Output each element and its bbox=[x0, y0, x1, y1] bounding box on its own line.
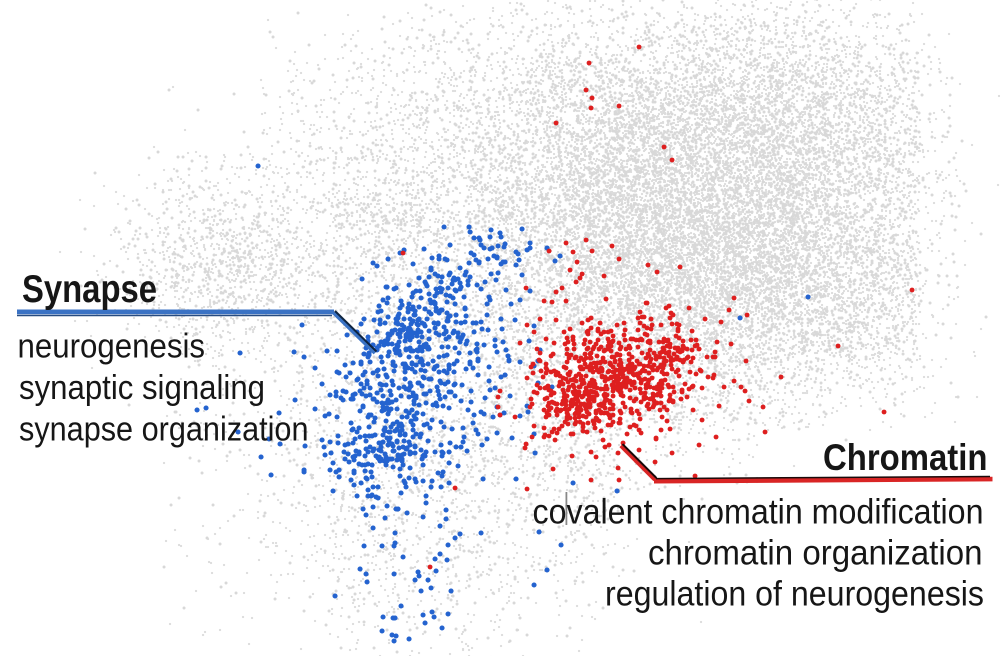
svg-text:Chromatin: Chromatin bbox=[823, 437, 988, 478]
svg-text:synaptic signaling: synaptic signaling bbox=[19, 369, 265, 407]
svg-text:chromatin organization: chromatin organization bbox=[648, 534, 983, 573]
svg-text:Synapse: Synapse bbox=[22, 268, 157, 311]
svg-text:synapse organization: synapse organization bbox=[19, 411, 309, 449]
svg-text:covalent chromatin modificatio: covalent chromatin modification bbox=[533, 493, 984, 532]
svg-text:neurogenesis: neurogenesis bbox=[18, 328, 206, 366]
svg-text:regulation of neurogenesis: regulation of neurogenesis bbox=[605, 575, 984, 614]
